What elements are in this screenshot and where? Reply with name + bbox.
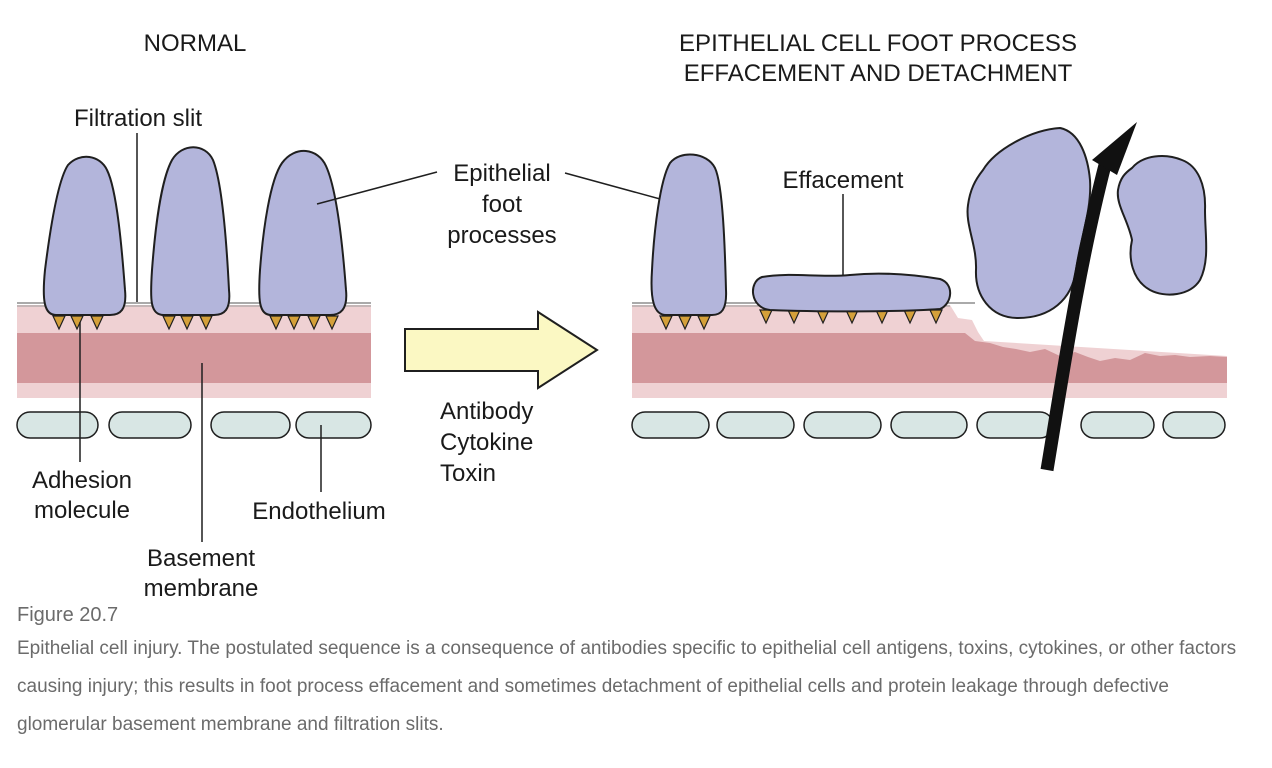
foot-process-1: [42, 155, 127, 316]
glomerular-injury-diagram: NORMAL EPITHELIAL CELL FOOT PROCESS EFFA…: [16, 30, 1227, 600]
foot-process-3: [258, 149, 348, 316]
basement-label-line1: Basement: [147, 545, 255, 572]
figure-caption: Epithelial cell injury. The postulated s…: [17, 638, 1237, 735]
filtration-slit-label: Filtration slit: [74, 105, 202, 132]
foot-process-2: [150, 146, 231, 316]
injury-title-line1: EPITHELIAL CELL FOOT PROCESS: [679, 30, 1077, 57]
effacement-label: Effacement: [783, 167, 904, 194]
effaced-foot-process: [752, 272, 952, 313]
basement-label-line2: membrane: [144, 575, 259, 600]
basement-membrane-dense-injured: [632, 333, 1227, 383]
figure-number: Figure 20.7: [17, 604, 119, 626]
epithelial-leader-left: [316, 171, 438, 205]
protein-leakage-arrowhead: [1092, 122, 1137, 175]
adhesion-label-line1: Adhesion: [32, 467, 132, 494]
cause-antibody: Antibody: [440, 398, 533, 425]
injury-panel: [631, 122, 1227, 472]
detaching-cell-large: [966, 126, 1092, 320]
cause-cytokine: Cytokine: [440, 429, 533, 456]
basement-membrane-dense: [17, 333, 371, 383]
endothelium-cells-left: [16, 411, 372, 439]
injury-title-line2: EFFACEMENT AND DETACHMENT: [684, 60, 1073, 87]
adhesion-molecules-right: [659, 309, 943, 331]
detaching-cell-small: [1116, 155, 1208, 296]
epithelial-label-line3: processes: [447, 222, 556, 249]
endothelium-cells-right: [631, 411, 1226, 439]
foot-process-intact: [650, 153, 728, 316]
figure-caption-block: Figure 20.7 Epithelial cell injury. The …: [17, 600, 1257, 744]
endothelium-label: Endothelium: [252, 498, 385, 525]
normal-title: NORMAL: [144, 30, 247, 57]
protein-leakage-arrow: [1040, 163, 1112, 472]
epithelial-label-line2: foot: [482, 191, 522, 218]
cause-toxin: Toxin: [440, 460, 496, 487]
adhesion-label-line2: molecule: [34, 497, 130, 524]
transition-arrow: [404, 310, 599, 390]
normal-panel: [16, 133, 844, 542]
epithelial-label-line1: Epithelial: [453, 160, 550, 187]
